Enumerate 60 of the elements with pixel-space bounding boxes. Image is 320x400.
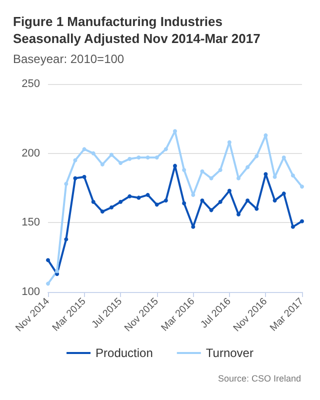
point — [110, 152, 114, 157]
point — [290, 174, 295, 178]
point — [128, 194, 132, 198]
point — [282, 192, 286, 196]
point — [246, 165, 250, 170]
point — [200, 169, 204, 174]
point — [55, 269, 60, 274]
point — [164, 147, 168, 152]
point — [246, 198, 250, 202]
point — [173, 164, 177, 168]
point — [290, 224, 295, 229]
legend-label: Turnover — [206, 346, 254, 360]
point — [118, 200, 123, 204]
point — [110, 205, 114, 210]
point — [82, 174, 86, 179]
point — [64, 237, 68, 242]
point — [227, 188, 232, 193]
point — [73, 158, 78, 162]
point — [209, 208, 214, 212]
point — [46, 282, 50, 286]
point — [200, 198, 204, 202]
point — [91, 200, 96, 204]
point — [182, 168, 186, 172]
point — [136, 155, 141, 160]
point — [118, 161, 123, 166]
point — [300, 219, 304, 224]
point — [254, 206, 259, 211]
point — [146, 155, 150, 160]
point — [227, 140, 232, 144]
point — [82, 147, 86, 152]
point — [218, 200, 222, 204]
point — [236, 176, 240, 180]
chart-title: Figure 1 Manufacturing Industries Seasonally Adjusted Nov 2014-Mar 2017 — [13, 14, 260, 46]
point — [164, 198, 168, 202]
point — [272, 198, 277, 202]
point — [282, 155, 286, 160]
point — [264, 133, 268, 138]
point — [182, 201, 186, 206]
point — [209, 176, 214, 180]
point — [100, 162, 104, 166]
y-tick-label: 100 — [22, 286, 40, 298]
legend-label: Production — [96, 346, 153, 360]
point — [218, 168, 222, 172]
y-tick-label: 150 — [22, 216, 40, 229]
chart-subtitle: Baseyear: 2010=100 — [13, 52, 124, 66]
point — [154, 155, 159, 160]
point — [254, 154, 259, 158]
point — [128, 156, 132, 161]
source-note: Source: CSO Ireland — [218, 374, 302, 384]
point — [64, 182, 68, 186]
point — [91, 151, 96, 156]
point — [154, 202, 159, 207]
point — [100, 210, 104, 214]
point — [46, 258, 50, 262]
point — [146, 192, 150, 197]
y-tick-label: 200 — [22, 147, 40, 160]
point — [300, 184, 304, 189]
point — [136, 196, 141, 200]
point — [73, 176, 78, 180]
y-tick-label: 250 — [22, 78, 40, 90]
